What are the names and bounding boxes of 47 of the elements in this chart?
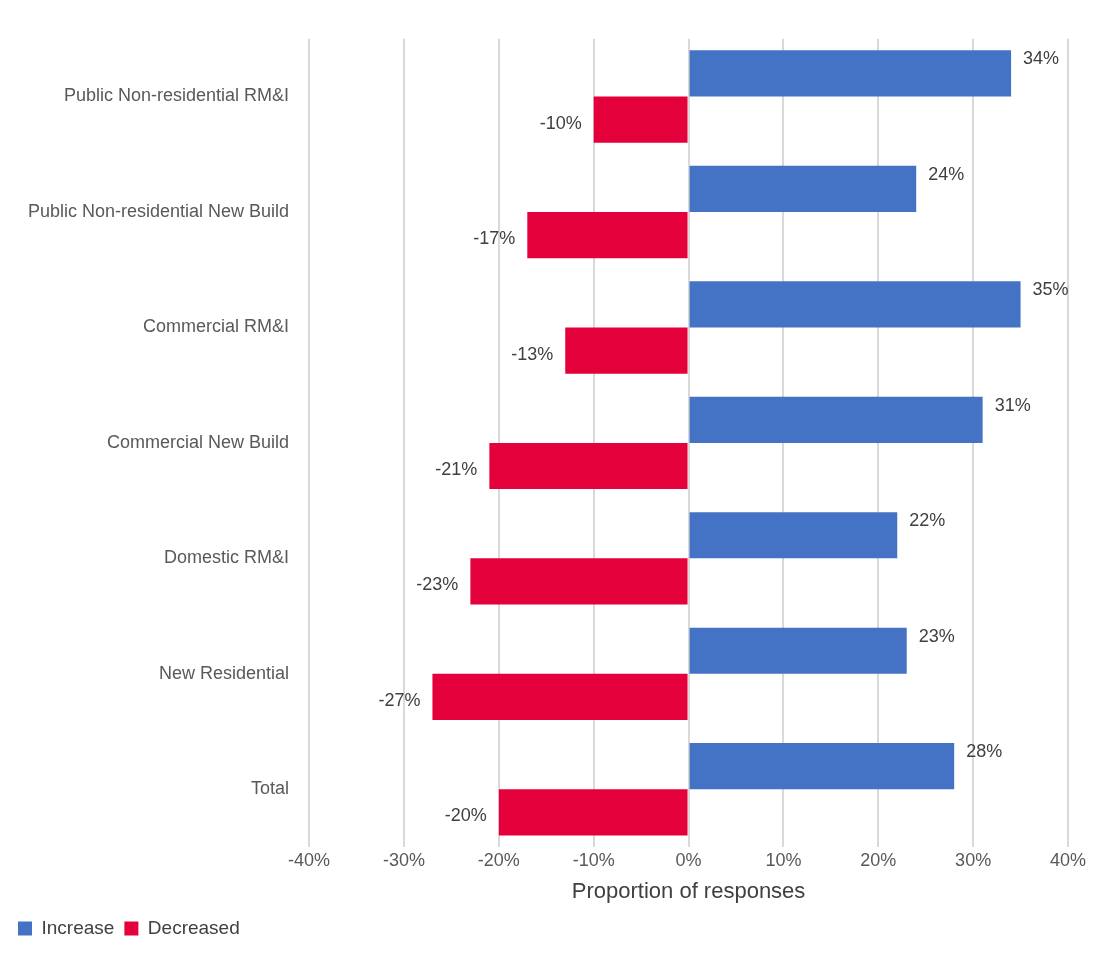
bar [470, 558, 688, 605]
data-label: -10% [539, 112, 582, 133]
bar [489, 442, 688, 490]
x-tick-label: -40% [288, 849, 331, 870]
x-tick-label: 20% [860, 849, 897, 870]
bar [689, 743, 955, 790]
x-tick-label: -20% [477, 849, 520, 870]
data-label: -13% [511, 343, 554, 364]
bar [689, 281, 1021, 328]
bar [689, 396, 983, 443]
bar [565, 327, 688, 374]
data-label: 24% [928, 163, 965, 184]
x-axis-title: Proportion of responses [571, 877, 806, 903]
bar [689, 512, 898, 559]
y-tick-label: Commercial New Build [107, 431, 290, 452]
data-label: -17% [473, 228, 516, 249]
bar [432, 673, 688, 720]
data-label: 34% [1023, 48, 1060, 69]
y-tick-label: Total [251, 778, 290, 799]
x-tick-label: -10% [572, 849, 615, 870]
legend-label: Increase [41, 916, 115, 938]
legend-label: Decreased [147, 916, 240, 938]
x-tick-label: 40% [1049, 849, 1087, 870]
bar [689, 50, 1012, 97]
bar [689, 165, 917, 212]
data-label: -27% [378, 689, 421, 710]
y-tick-label: New Residential [159, 662, 290, 683]
bar [498, 789, 688, 836]
data-label: 31% [994, 394, 1031, 415]
x-tick-label: -30% [382, 849, 425, 870]
y-tick-label: Domestic RM&I [164, 547, 290, 568]
data-label: 22% [909, 510, 946, 531]
data-label: 28% [966, 741, 1003, 762]
bar [689, 627, 907, 674]
y-tick-label: Public Non-residential RM&I [64, 85, 290, 106]
y-tick-label: Commercial RM&I [143, 316, 290, 337]
bar [593, 96, 688, 143]
x-tick-label: 0% [675, 849, 702, 870]
x-tick-label: 30% [955, 849, 992, 870]
y-tick-label: Public Non-residential New Build [28, 200, 290, 221]
data-label: -20% [444, 805, 487, 826]
data-label: -21% [435, 458, 478, 479]
bar [527, 211, 688, 259]
data-label: -23% [416, 574, 459, 595]
data-label: 23% [918, 625, 955, 646]
data-label: 35% [1032, 279, 1069, 300]
x-tick-label: 10% [765, 849, 802, 870]
